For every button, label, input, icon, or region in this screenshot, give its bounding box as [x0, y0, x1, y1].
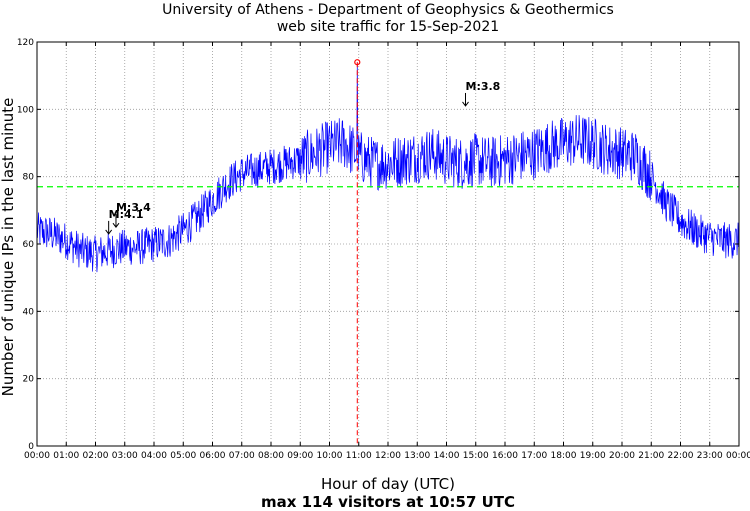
- max-point-marker: [354, 59, 361, 66]
- x-tick-label: 16:00: [492, 451, 518, 461]
- x-tick-label: 04:00: [141, 451, 167, 461]
- annotations-layer: M:4.1M:3.4 M:3.8: [105, 80, 501, 235]
- reference-lines: [37, 59, 739, 446]
- x-tick-label: 14:00: [434, 451, 460, 461]
- max-visitors-footer: max 114 visitors at 10:57 UTC: [261, 493, 515, 511]
- x-tick-label: 09:00: [287, 451, 313, 461]
- x-tick-label: 00:00: [726, 451, 750, 461]
- y-tick-label: 80: [23, 173, 35, 183]
- earthquake-annotation: M:3.4: [112, 201, 151, 229]
- y-axis-label: Number of unique IPs in the last minute: [0, 98, 17, 397]
- x-tick-label: 19:00: [580, 451, 606, 461]
- arrow-down-icon: [462, 101, 469, 107]
- arrow-down-icon: [112, 222, 120, 229]
- y-tick-label: 20: [23, 375, 35, 385]
- earthquake-annotation: M:3.8: [462, 80, 501, 107]
- x-tick-label: 07:00: [229, 451, 255, 461]
- x-tick-label: 17:00: [521, 451, 547, 461]
- x-tick-label: 11:00: [346, 451, 372, 461]
- x-tick-label: 23:00: [697, 451, 723, 461]
- x-axis-label: Hour of day (UTC): [321, 475, 455, 493]
- x-tick-label: 02:00: [83, 451, 109, 461]
- chart-subtitle: web site traffic for 15-Sep-2021: [277, 19, 499, 35]
- x-tick-label: 15:00: [463, 451, 489, 461]
- traffic-series-line: [36, 62, 740, 273]
- y-tick-label: 60: [23, 240, 35, 250]
- x-tick-label: 06:00: [200, 451, 226, 461]
- x-tick-label: 21:00: [638, 451, 664, 461]
- y-tick-label: 100: [17, 105, 34, 115]
- x-tick-label: 13:00: [404, 451, 430, 461]
- series-layer: [36, 62, 740, 273]
- grid-lines: [37, 42, 739, 446]
- x-tick-label: 10:00: [317, 451, 343, 461]
- x-tick-label: 18:00: [551, 451, 577, 461]
- x-tick-label: 00:00: [24, 451, 50, 461]
- x-tick-label: 05:00: [170, 451, 196, 461]
- x-tick-label: 08:00: [258, 451, 284, 461]
- x-tick-label: 22:00: [668, 451, 694, 461]
- y-tick-label: 40: [23, 307, 35, 317]
- y-tick-label: 120: [17, 38, 34, 48]
- y-tick-label: 0: [28, 442, 34, 452]
- arrow-down-icon: [105, 229, 113, 235]
- annotation-label: M:3.4: [116, 201, 151, 214]
- earthquake-annotation: M:4.1: [105, 208, 144, 235]
- y-axis-ticks: 0 20 40 60 80 100 120: [17, 38, 739, 452]
- x-tick-label: 12:00: [375, 451, 401, 461]
- chart-title: University of Athens - Department of Geo…: [162, 2, 614, 18]
- x-axis-ticks: 00:00 01:00 02:00 03:00 04:00 05:00 06:00 07:00…: [24, 42, 750, 461]
- x-tick-label: 03:00: [112, 451, 138, 461]
- x-tick-label: 20:00: [609, 451, 635, 461]
- annotation-label: M:4.1: [109, 208, 144, 221]
- annotation-label: M:3.8: [466, 80, 501, 93]
- x-tick-label: 01:00: [53, 451, 79, 461]
